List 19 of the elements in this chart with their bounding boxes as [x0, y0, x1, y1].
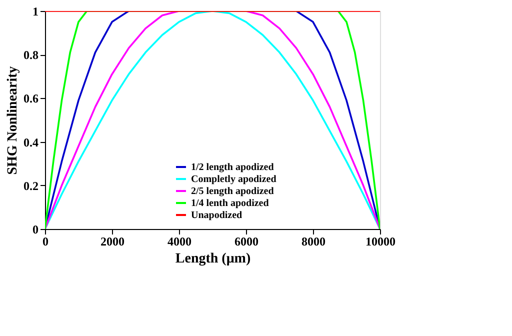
legend-label: 2/5 length apodized	[191, 186, 274, 197]
legend-label: Unapodized	[191, 210, 243, 221]
x-tick-label: 10000	[366, 234, 396, 248]
x-tick-label: 8000	[302, 234, 326, 248]
y-tick-label: 0.8	[24, 48, 38, 62]
y-tick-label: 0.6	[24, 92, 38, 106]
y-tick-label: 0.4	[24, 135, 38, 150]
x-tick-label: 2000	[100, 234, 124, 248]
y-tick-label: 1	[32, 4, 38, 18]
y-tick-label: 0.2	[24, 178, 38, 193]
legend-label: 1/4 lenth apodized	[191, 198, 270, 209]
x-tick-label: 0	[42, 234, 48, 248]
x-tick-label: 4000	[168, 234, 192, 248]
legend-label: Completly apodized	[191, 174, 277, 185]
y-tick-label: 0	[32, 222, 38, 236]
y-axis-title: SHG Nonlinearity	[6, 66, 20, 175]
x-tick-label: 6000	[234, 234, 258, 248]
legend-label: 1/2 length apodized	[191, 162, 274, 173]
x-axis-title: Length (μm)	[175, 252, 251, 266]
